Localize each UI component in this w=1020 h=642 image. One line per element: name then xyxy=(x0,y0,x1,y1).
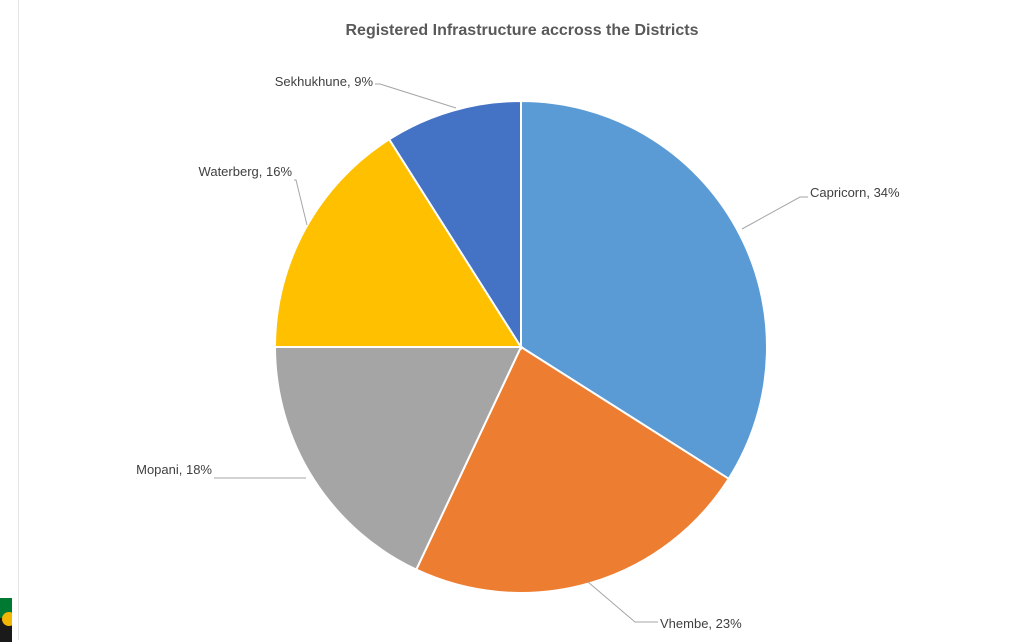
leader-line-waterberg xyxy=(294,179,308,226)
data-label-sekhukhune: Sekhukhune, 9% xyxy=(275,74,374,89)
chart-title: Registered Infrastructure accross the Di… xyxy=(345,22,699,39)
leader-line-capricorn xyxy=(741,196,808,230)
data-label-waterberg: Waterberg, 16% xyxy=(199,164,293,179)
leader-line-sekhukhune xyxy=(375,83,457,109)
data-label-vhembe: Vhembe, 23% xyxy=(660,616,742,631)
pie-slice-mopani xyxy=(273,346,523,571)
pie-slice-sekhukhune xyxy=(387,99,522,351)
corner-logo-icon xyxy=(0,598,12,642)
data-label-mopani: Mopani, 18% xyxy=(136,462,212,477)
pie-slice-waterberg xyxy=(273,137,523,348)
leader-line-vhembe xyxy=(587,581,658,623)
pie-slice-capricorn xyxy=(520,99,768,481)
data-label-capricorn: Capricorn, 34% xyxy=(810,185,900,200)
